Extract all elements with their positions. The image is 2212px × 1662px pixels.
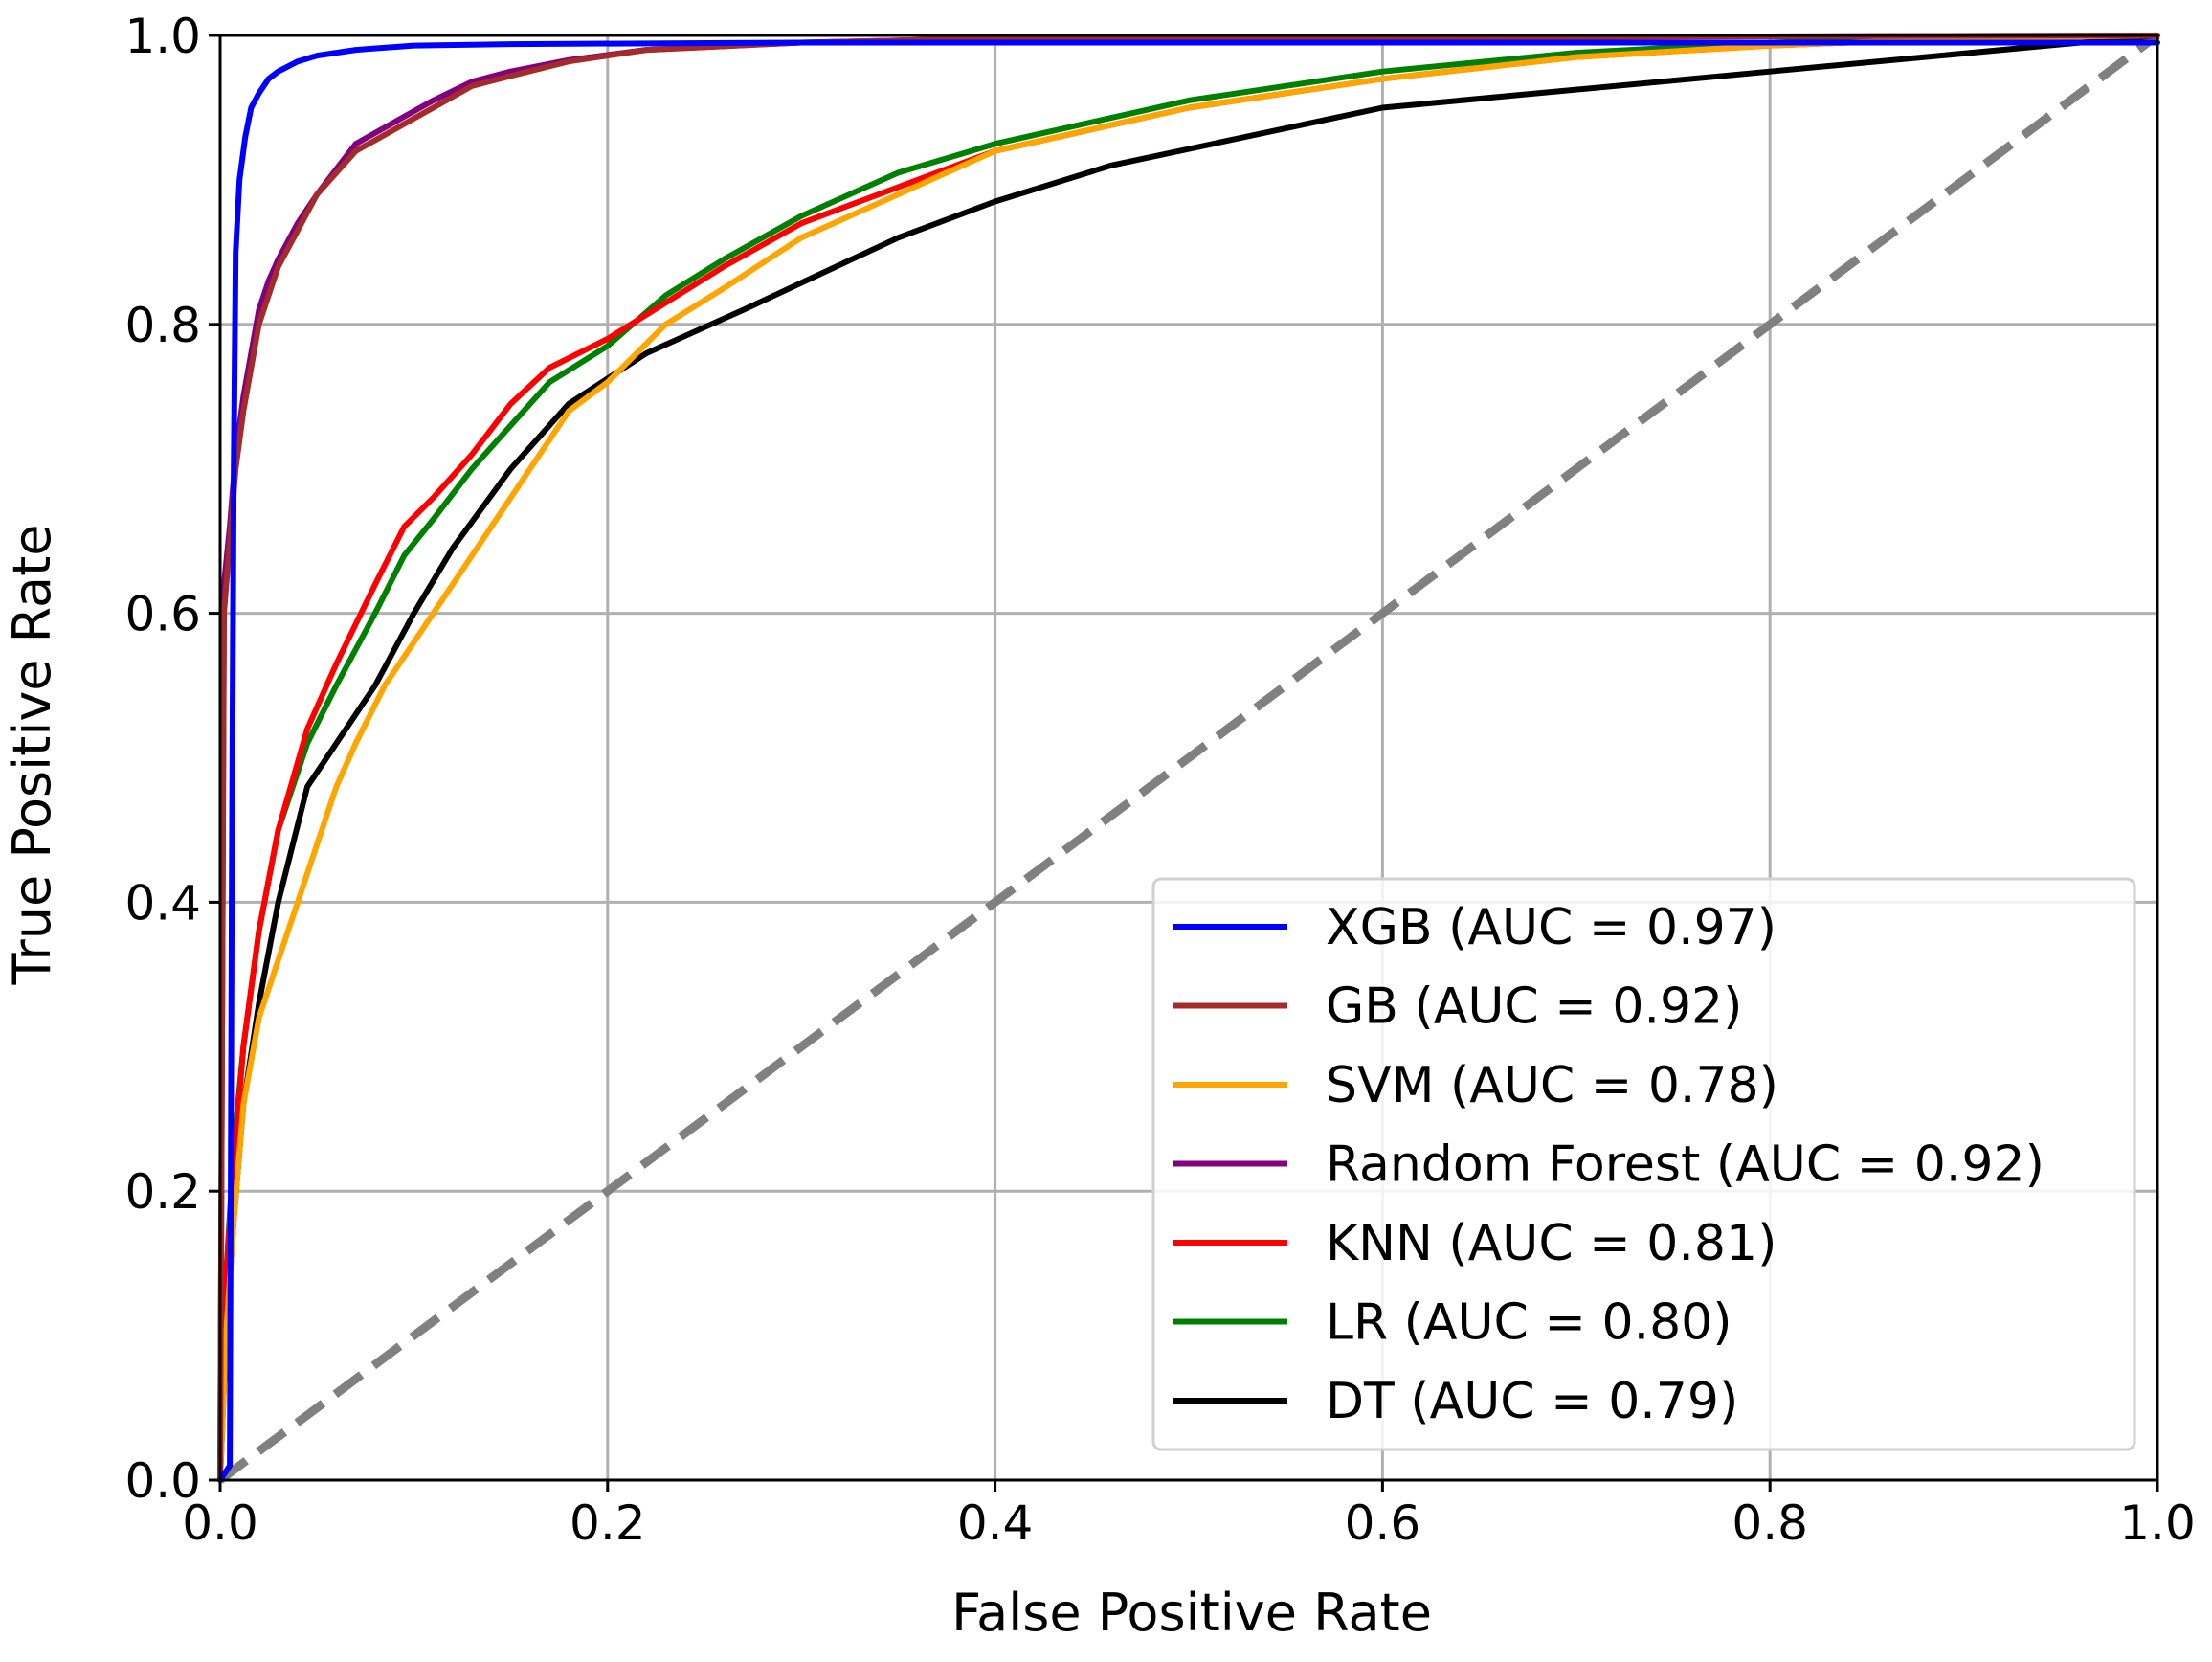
roc-line-svm <box>217 33 2160 1483</box>
roc-line-gb <box>217 33 2160 1483</box>
y-tick-label: 0.6 <box>124 587 201 642</box>
legend-label-random-forest: Random Forest (AUC = 0.92) <box>1326 1136 2044 1194</box>
chance-diagonal-line <box>217 32 2160 1484</box>
x-tick-label: 0.4 <box>957 1495 1034 1551</box>
legend-label-knn: KNN (AUC = 0.81) <box>1326 1215 1776 1272</box>
y-tick-label: 0.4 <box>124 875 201 931</box>
legend-label-xgb: XGB (AUC = 0.97) <box>1326 899 1776 956</box>
legend-label-dt: DT (AUC = 0.79) <box>1326 1373 1738 1430</box>
y-axis-label: True Positive Rate <box>2 524 62 985</box>
legend-label-lr: LR (AUC = 0.80) <box>1326 1294 1732 1352</box>
x-tick-label: 0.6 <box>1345 1495 1421 1551</box>
y-tick-label: 0.8 <box>124 298 201 353</box>
x-tick-label: 1.0 <box>2119 1495 2196 1551</box>
x-axis-label: False Positive Rate <box>951 1583 1432 1643</box>
legend: XGB (AUC = 0.97) GB (AUC = 0.92) SVM (AUC … <box>1151 877 2136 1451</box>
axis-ticks: 0.0 0.2 0.4 0.6 0.8 1.0 0.0 0.2 0.4 0.6 0.8 1.0 <box>124 9 2195 1551</box>
plot-frame <box>218 34 2159 1482</box>
y-tick-label: 1.0 <box>124 9 201 64</box>
y-tick-label: 0.0 <box>124 1453 201 1509</box>
series-lines <box>217 33 2160 1483</box>
x-tick-label: 0.2 <box>570 1495 646 1551</box>
roc-line-xgb <box>217 39 2160 1483</box>
legend-box <box>1151 877 2136 1451</box>
x-tick-label: 0.8 <box>1732 1495 1808 1551</box>
legend-label-gb: GB (AUC = 0.92) <box>1326 978 1742 1036</box>
x-tick-label: 0.0 <box>182 1495 258 1551</box>
diagonal-reference <box>217 32 2160 1484</box>
legend-label-svm: SVM (AUC = 0.78) <box>1326 1057 1778 1114</box>
y-tick-label: 0.2 <box>124 1164 201 1220</box>
